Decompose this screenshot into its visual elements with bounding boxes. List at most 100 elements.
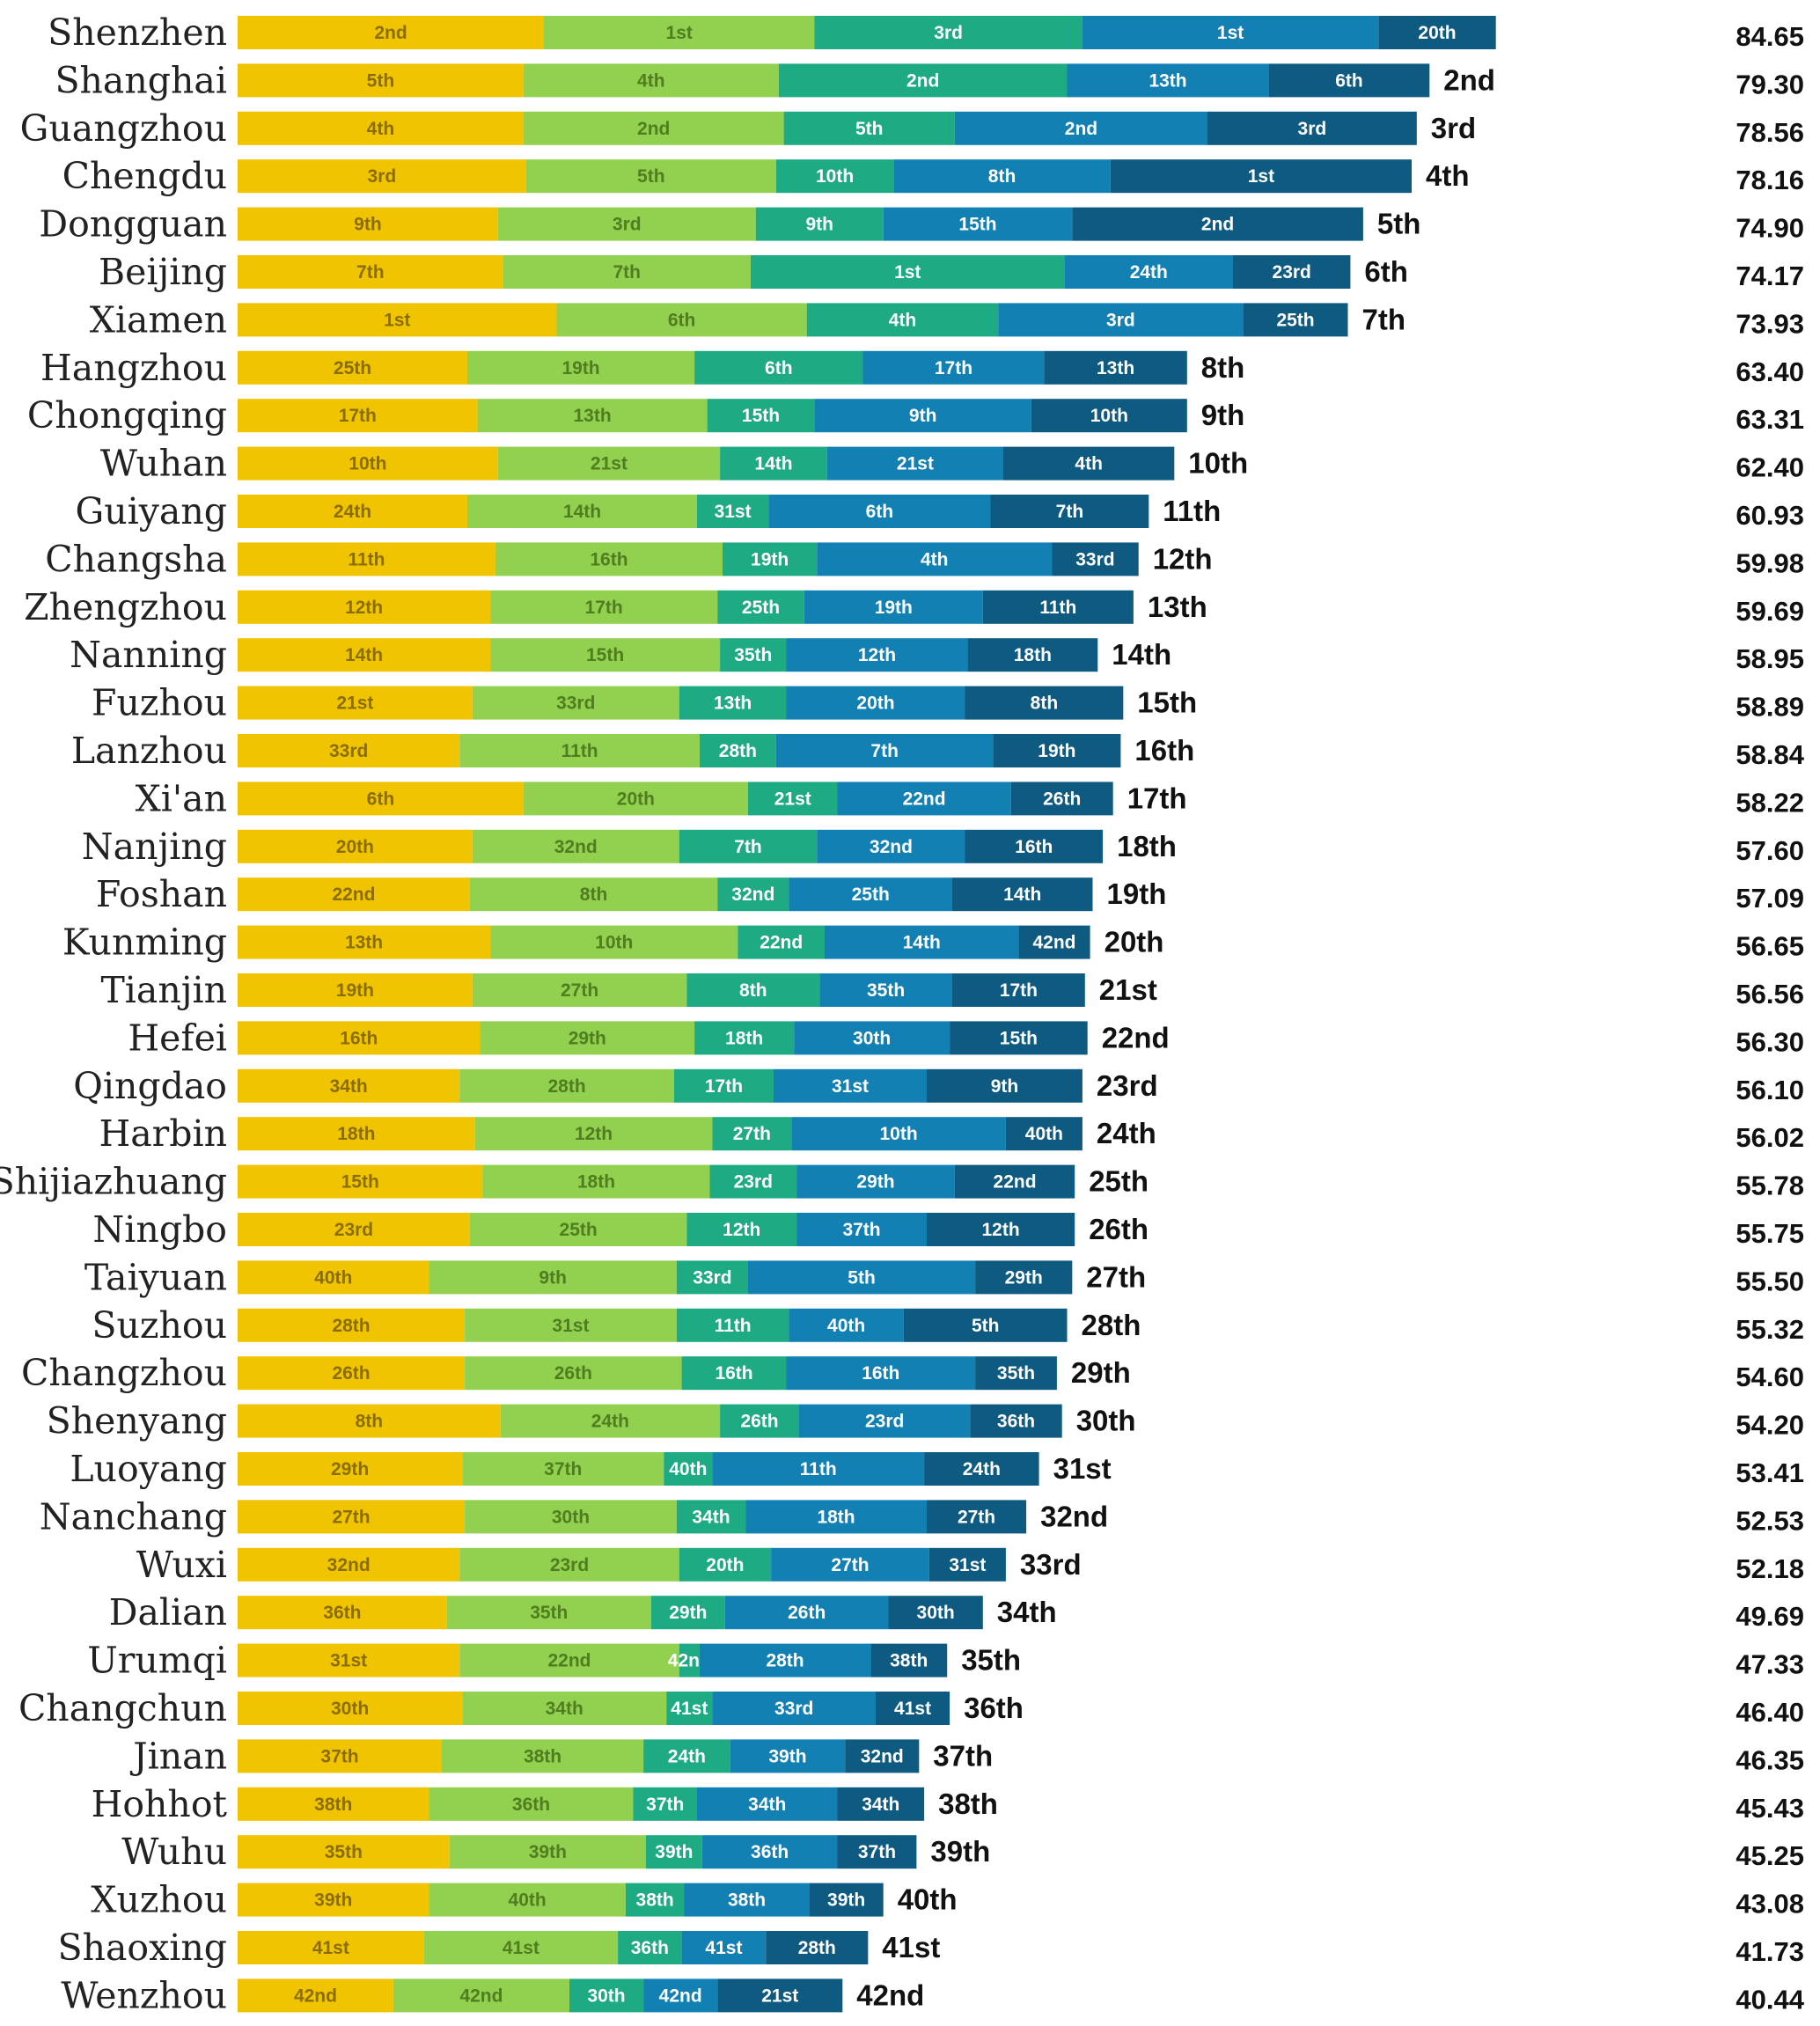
segment-rank-label: 15th [586, 645, 624, 665]
score-value: 78.16 [1736, 165, 1804, 195]
bar-segment [888, 1596, 983, 1630]
overall-rank-label: 40th [898, 1883, 958, 1916]
bar-row: Wenzhou 42nd 42nd 30th 42nd 21st 42nd 40.44 [61, 1974, 1804, 2016]
bar-segment [748, 782, 838, 816]
segment-rank-label: 23rd [334, 1220, 373, 1240]
city-label: Dalian [109, 1591, 227, 1633]
bar-segment [1064, 255, 1233, 289]
bar-segment [238, 1883, 429, 1917]
bar-segment [697, 1787, 838, 1821]
segment-rank-label: 33rd [329, 741, 368, 761]
segment-rank-label: 28th [798, 1938, 836, 1958]
bar-segment [238, 1739, 442, 1773]
bar-segment [819, 973, 952, 1007]
segment-rank-label: 6th [765, 358, 793, 378]
segment-rank-label: 19th [561, 358, 599, 378]
bar-segment [954, 111, 1207, 145]
bar-segment [697, 495, 769, 528]
score-value: 73.93 [1736, 308, 1804, 339]
segment-rank-label: 30th [917, 1603, 955, 1623]
segment-rank-label: 17th [705, 1076, 743, 1097]
bar-segment [954, 1164, 1075, 1199]
segment-rank-label: 42nd [294, 1986, 337, 2006]
bar-segment [717, 590, 804, 624]
bar-row: Xuzhou 39th 40th 38th 38th 39th 40th 43.08 [91, 1879, 1804, 1921]
overall-rank-label: 17th [1127, 782, 1187, 814]
bar-segment [238, 973, 473, 1007]
overall-rank-label: 29th [1071, 1356, 1131, 1389]
segment-rank-label: 30th [853, 1028, 891, 1048]
bar-segment [796, 1164, 955, 1199]
segment-rank-label: 34th [330, 1076, 368, 1097]
bar-segment [686, 973, 820, 1007]
bar-segment [952, 973, 1085, 1007]
city-label: Luoyang [70, 1448, 227, 1490]
bar-segment [679, 686, 787, 720]
bar-segment [817, 542, 1053, 576]
score-value: 55.78 [1736, 1171, 1804, 1201]
bar-segment [1207, 111, 1417, 145]
score-value: 45.25 [1736, 1840, 1804, 1871]
segment-rank-label: 26th [788, 1603, 826, 1623]
segment-rank-label: 6th [1335, 70, 1363, 91]
bar-segment [1018, 925, 1090, 959]
bar-segment [717, 1978, 843, 2013]
city-label: Wenzhou [61, 1974, 227, 2016]
segment-rank-label: 22nd [994, 1172, 1037, 1193]
bar-segment [544, 16, 815, 49]
segment-rank-label: 9th [354, 215, 382, 235]
city-label: Nanchang [40, 1495, 227, 1538]
bar-segment [238, 1164, 483, 1199]
bar-segment [238, 1547, 460, 1582]
bar-segment [500, 1404, 721, 1438]
bar-segment [786, 638, 968, 672]
segment-rank-label: 30th [552, 1507, 590, 1527]
bar-segment [238, 446, 498, 481]
bar-segment [775, 159, 894, 194]
bar-segment [837, 1787, 925, 1821]
segment-rank-label: 39th [529, 1842, 567, 1862]
segment-rank-label: 21st [591, 454, 627, 474]
segment-rank-label: 37th [646, 1795, 684, 1815]
overall-rank-label: 5th [1377, 208, 1421, 240]
score-value: 58.22 [1736, 787, 1804, 818]
bar-segment [465, 1308, 677, 1342]
bar-segment [1072, 207, 1363, 241]
segment-rank-label: 8th [739, 980, 767, 1001]
overall-rank-label: 37th [933, 1739, 993, 1772]
bar-segment [1110, 159, 1412, 194]
overall-rank-label: 11th [1163, 495, 1221, 527]
bar-segment [459, 734, 700, 767]
bar-segment [837, 782, 1011, 816]
segment-rank-label: 11th [800, 1459, 837, 1479]
bar-segment [238, 1068, 460, 1103]
bar-segment [238, 255, 503, 289]
segment-rank-label: 36th [631, 1938, 669, 1958]
bar-segment [449, 1835, 646, 1869]
bar-segment [442, 1739, 644, 1773]
segment-rank-label: 12th [858, 645, 896, 665]
segment-rank-label: 14th [345, 645, 383, 665]
bar-segment [679, 1547, 772, 1582]
bar-row: Suzhou 28th 31st 11th 40th 5th 28th 55.32 [92, 1304, 1804, 1347]
segment-rank-label: 9th [539, 1267, 567, 1288]
overall-rank-label: 8th [1201, 351, 1245, 384]
score-value: 63.40 [1736, 356, 1804, 387]
bar-segment [794, 1021, 950, 1055]
segment-rank-label: 4th [921, 549, 949, 569]
bar-segment [673, 1068, 774, 1103]
segment-rank-label: 31st [949, 1555, 986, 1575]
score-value: 74.17 [1736, 261, 1804, 291]
segment-rank-label: 39th [827, 1890, 865, 1911]
bar-segment [429, 1883, 626, 1917]
segment-rank-label: 20th [706, 1555, 744, 1575]
segment-rank-label: 36th [751, 1842, 789, 1862]
overall-rank-label: 23rd [1097, 1069, 1158, 1102]
bar-segment [1268, 63, 1430, 98]
segment-rank-label: 14th [563, 502, 601, 522]
bar-segment [738, 925, 825, 959]
score-value: 49.69 [1736, 1601, 1804, 1632]
segment-rank-label: 15th [341, 1172, 379, 1193]
segment-rank-label: 35th [734, 645, 772, 665]
score-value: 40.44 [1736, 1984, 1804, 2015]
